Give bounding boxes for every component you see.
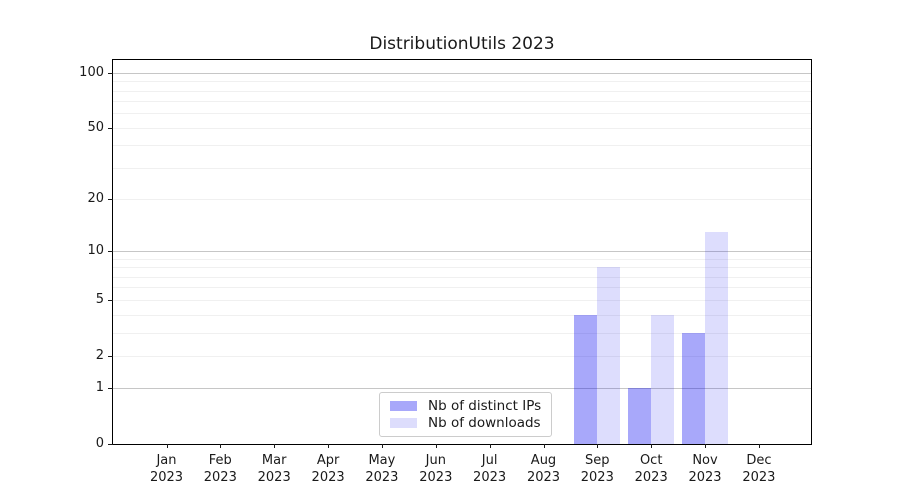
y-tick-label-5: 5 [95, 291, 104, 307]
gridline-minor-2 [113, 355, 811, 357]
x-tick-label-jun: Jun 2023 [419, 453, 453, 485]
gridline-minor-3 [113, 332, 811, 334]
gridline-minor-9 [113, 258, 811, 260]
x-tick-oct [651, 444, 653, 448]
x-tick-mar [274, 444, 276, 448]
y-tick-label-0: 0 [95, 436, 104, 451]
gridline-minor-50 [113, 127, 811, 129]
x-tick-label-jul: Jul 2023 [473, 453, 507, 485]
y-tick-label-10: 10 [87, 243, 104, 259]
gridline-minor-4 [113, 314, 811, 316]
y-tick-2 [108, 355, 113, 357]
gridline-minor-6 [113, 287, 811, 289]
gridline-minor-40 [113, 145, 811, 147]
legend-swatch-downloads [390, 417, 417, 428]
y-tick-50 [108, 127, 113, 129]
y-tick-5 [108, 299, 113, 301]
x-tick-jan [166, 444, 168, 448]
gridline-minor-30 [113, 167, 811, 169]
gridline-minor-8 [113, 267, 811, 269]
x-tick-jun [435, 444, 437, 448]
bar-downloads-oct [651, 314, 675, 444]
gridline-minor-90 [113, 81, 811, 83]
x-tick-label-may: May 2023 [365, 453, 399, 485]
bar-downloads-nov [705, 231, 728, 444]
legend-swatch-distinct-ips [390, 401, 417, 412]
bar-distinct-ips-nov [682, 332, 705, 444]
y-tick-1 [108, 388, 113, 390]
y-tick-label-20: 20 [87, 191, 104, 207]
y-tick-0 [108, 444, 113, 445]
gridline-minor-60 [113, 113, 811, 115]
gridline-major-1 [113, 388, 811, 390]
x-tick-apr [328, 444, 330, 448]
legend-item-downloads: Nb of downloads [390, 415, 541, 432]
x-tick-dec [758, 444, 760, 448]
legend-label-downloads: Nb of downloads [428, 414, 541, 431]
x-tick-label-dec: Dec 2023 [742, 453, 776, 485]
x-tick-label-jan: Jan 2023 [149, 453, 184, 485]
gridline-minor-80 [113, 90, 811, 92]
x-tick-label-apr: Apr 2023 [311, 453, 345, 485]
gridline-major-100 [113, 72, 811, 74]
gridline-major-10 [113, 251, 811, 253]
legend-label-distinct-ips: Nb of distinct IPs [428, 398, 542, 415]
x-tick-feb [220, 444, 222, 448]
plot-area [112, 59, 812, 445]
bar-downloads-sep [597, 267, 621, 444]
x-tick-label-aug: Aug 2023 [526, 453, 561, 485]
legend: Nb of distinct IPs Nb of downloads [379, 392, 553, 437]
bar-distinct-ips-sep [574, 314, 598, 444]
x-tick-label-oct: Oct 2023 [634, 453, 668, 485]
x-tick-label-mar: Mar 2023 [257, 453, 291, 485]
x-tick-label-feb: Feb 2023 [203, 453, 237, 485]
y-tick-label-100: 100 [79, 64, 104, 80]
gridline-minor-20 [113, 199, 811, 201]
x-tick-aug [543, 444, 545, 448]
y-tick-label-50: 50 [87, 119, 104, 135]
gridline-minor-70 [113, 101, 811, 103]
y-tick-label-2: 2 [95, 347, 104, 363]
x-tick-may [381, 444, 383, 448]
legend-item-distinct-ips: Nb of distinct IPs [390, 398, 541, 415]
bar-distinct-ips-oct [628, 388, 652, 444]
x-tick-nov [705, 444, 706, 448]
y-tick-10 [108, 251, 113, 253]
chart-title: DistributionUtils 2023 [369, 34, 555, 54]
y-tick-100 [108, 72, 113, 74]
x-tick-jul [489, 444, 491, 448]
gridline-minor-7 [113, 276, 811, 278]
x-tick-label-nov: Nov 2023 [688, 453, 722, 485]
y-tick-20 [108, 199, 113, 201]
gridline-minor-5 [113, 299, 811, 301]
x-tick-label-sep: Sep 2023 [580, 453, 614, 485]
y-tick-label-1: 1 [95, 380, 104, 396]
x-tick-sep [597, 444, 599, 448]
